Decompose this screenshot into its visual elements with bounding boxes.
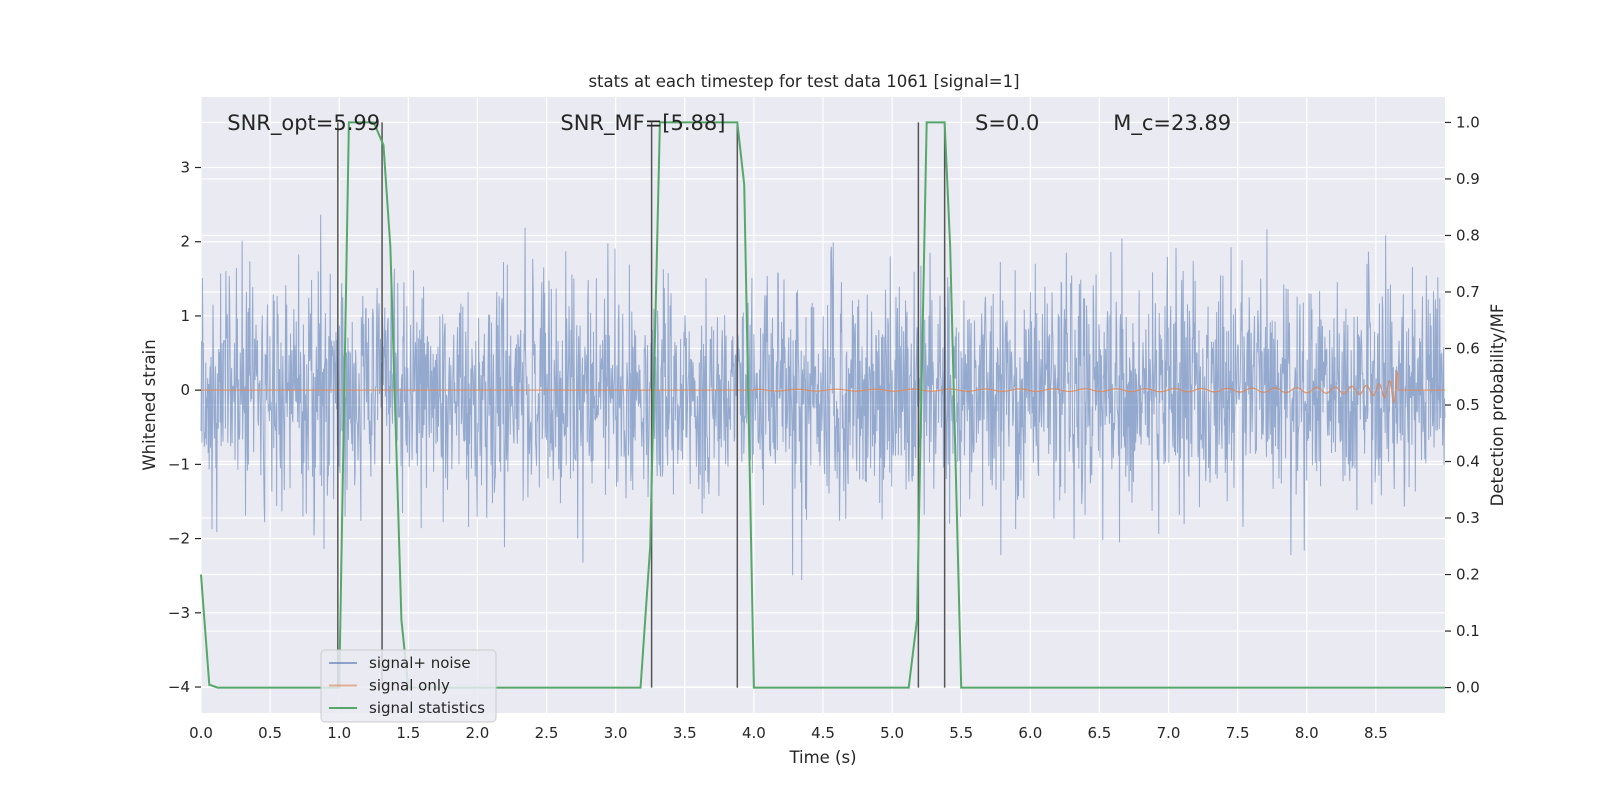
y-right-tick-label: 1.0 [1456, 113, 1480, 131]
x-tick-label: 3.0 [604, 724, 628, 742]
y-left-tick-label: −1 [168, 455, 190, 473]
y-right-tick-label: 0.8 [1456, 226, 1480, 244]
x-tick-label: 0.5 [258, 724, 282, 742]
x-tick-label: 7.0 [1157, 724, 1181, 742]
y-left-tick-label: −3 [168, 604, 190, 622]
y-right-tick-label: 0.1 [1456, 622, 1480, 640]
x-tick-label: 5.0 [880, 724, 904, 742]
y-left-tick-label: −4 [168, 678, 190, 696]
x-tick-label: 6.0 [1018, 724, 1042, 742]
y-right-tick-label: 0.4 [1456, 453, 1480, 471]
annotation-1: SNR_MF=[5.88] [560, 111, 725, 136]
y-right-tick-label: 0.2 [1456, 566, 1480, 584]
x-axis-label: Time (s) [788, 748, 856, 767]
x-tick-label: 1.0 [327, 724, 351, 742]
legend-label: signal+ noise [369, 654, 471, 672]
x-tick-label: 7.5 [1226, 724, 1250, 742]
noise-trace [200, 214, 1446, 581]
y-axis-right-label: Detection probability/MF [1488, 304, 1507, 507]
legend-label: signal statistics [369, 699, 485, 717]
y-axis-left-label: Whitened strain [140, 339, 159, 470]
y-right-tick-label: 0.7 [1456, 283, 1480, 301]
y-right-tick-label: 0.3 [1456, 509, 1480, 527]
y-right-tick-label: 0.5 [1456, 396, 1480, 414]
x-tick-label: 2.0 [466, 724, 490, 742]
legend-label: signal only [369, 677, 450, 695]
x-tick-label: 6.5 [1088, 724, 1112, 742]
x-tick-label: 0.0 [189, 724, 213, 742]
x-tick-label: 3.5 [673, 724, 697, 742]
chart-title: stats at each timestep for test data 106… [588, 72, 1019, 91]
annotations: SNR_opt=5.99 SNR_MF=[5.88] S=0.0 M_c=23.89 [227, 111, 1231, 136]
y-axis-right-ticks: 0.0 0.1 0.2 0.3 0.4 0.5 0.6 0.7 0.8 0.9 1.0 [1445, 113, 1480, 697]
x-tick-label: 8.0 [1295, 724, 1319, 742]
series-signal-noise [200, 214, 1446, 581]
x-tick-label: 2.5 [535, 724, 559, 742]
series-signal-only [201, 369, 1445, 404]
statistics-line [200, 121, 1445, 689]
annotation-3: M_c=23.89 [1113, 111, 1231, 136]
legend-box [320, 649, 497, 723]
annotation-0: SNR_opt=5.99 [227, 111, 380, 136]
chirp-trace [201, 369, 1445, 404]
y-left-tick-label: 0 [180, 381, 190, 399]
y-left-tick-label: −2 [168, 530, 190, 548]
y-right-tick-label: 0.0 [1456, 679, 1480, 697]
series-signal-statistics [200, 121, 1445, 689]
x-axis-ticks: 0.0 0.5 1.0 1.5 2.0 2.5 3.0 3.5 4.0 4.5 5.0 5.5 6.0 6… [189, 724, 1388, 742]
y-left-tick-label: 3 [180, 159, 190, 177]
y-left-tick-label: 2 [180, 233, 190, 251]
legend: signal+ noise signal only signal statistic… [320, 649, 497, 723]
x-tick-label: 4.5 [811, 724, 835, 742]
y-axis-left-ticks: −4 −3 −2 −1 0 1 2 3 [168, 159, 201, 696]
annotation-2: S=0.0 [975, 111, 1039, 135]
x-tick-label: 4.0 [742, 724, 766, 742]
x-tick-label: 1.5 [396, 724, 420, 742]
x-tick-label: 8.5 [1364, 724, 1388, 742]
y-left-tick-label: 1 [180, 307, 190, 325]
x-tick-label: 5.5 [949, 724, 973, 742]
y-right-tick-label: 0.6 [1456, 339, 1480, 357]
y-right-tick-label: 0.9 [1456, 170, 1480, 188]
